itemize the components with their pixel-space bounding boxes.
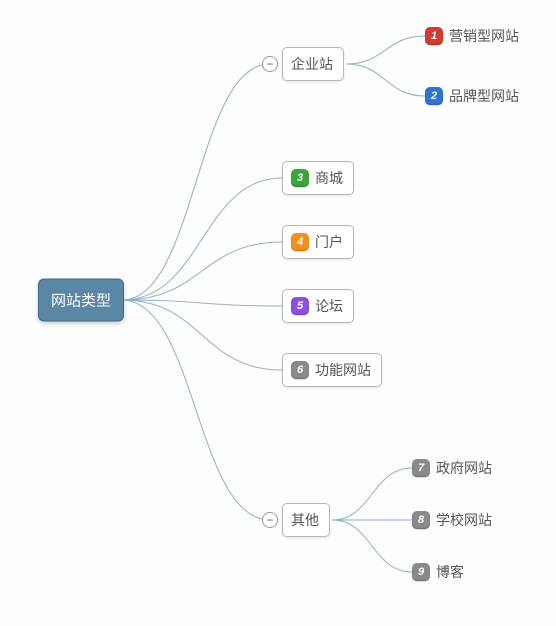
minus-icon: − <box>266 514 273 526</box>
leaf-label: 学校网站 <box>436 510 492 530</box>
leaf-node[interactable]: 9 博客 <box>412 562 464 582</box>
number-badge: 5 <box>291 297 309 315</box>
child-node[interactable]: 3 商城 <box>282 161 354 195</box>
leaf-node[interactable]: 8 学校网站 <box>412 510 492 530</box>
child-node[interactable]: 4 门户 <box>282 225 354 259</box>
leaf-label: 品牌型网站 <box>449 86 519 106</box>
number-badge: 9 <box>412 563 430 581</box>
child-label: 功能网站 <box>315 360 371 380</box>
leaf-label: 营销型网站 <box>449 26 519 46</box>
child-node[interactable]: 5 论坛 <box>282 289 354 323</box>
number-badge: 3 <box>291 169 309 187</box>
leaf-node[interactable]: 2 品牌型网站 <box>425 86 519 106</box>
child-node[interactable]: 6 功能网站 <box>282 353 382 387</box>
leaf-label: 政府网站 <box>436 458 492 478</box>
leaf-label: 博客 <box>436 562 464 582</box>
child-node[interactable]: 其他 <box>282 503 330 537</box>
number-badge: 2 <box>425 87 443 105</box>
child-label: 商城 <box>315 168 343 188</box>
number-badge: 7 <box>412 459 430 477</box>
child-label: 门户 <box>315 232 343 252</box>
number-badge: 1 <box>425 27 443 45</box>
collapse-button[interactable]: − <box>262 56 278 72</box>
root-label: 网站类型 <box>51 293 111 310</box>
child-label: 论坛 <box>315 296 343 316</box>
child-label: 其他 <box>291 510 319 530</box>
collapse-button[interactable]: − <box>262 512 278 528</box>
child-label: 企业站 <box>291 54 333 74</box>
root-node[interactable]: 网站类型 <box>38 279 124 322</box>
number-badge: 6 <box>291 361 309 379</box>
leaf-node[interactable]: 1 营销型网站 <box>425 26 519 46</box>
child-node[interactable]: 企业站 <box>282 47 344 81</box>
leaf-node[interactable]: 7 政府网站 <box>412 458 492 478</box>
minus-icon: − <box>266 58 273 70</box>
number-badge: 8 <box>412 511 430 529</box>
number-badge: 4 <box>291 233 309 251</box>
